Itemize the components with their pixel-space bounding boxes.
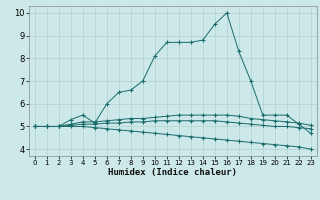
X-axis label: Humidex (Indice chaleur): Humidex (Indice chaleur) [108,168,237,177]
